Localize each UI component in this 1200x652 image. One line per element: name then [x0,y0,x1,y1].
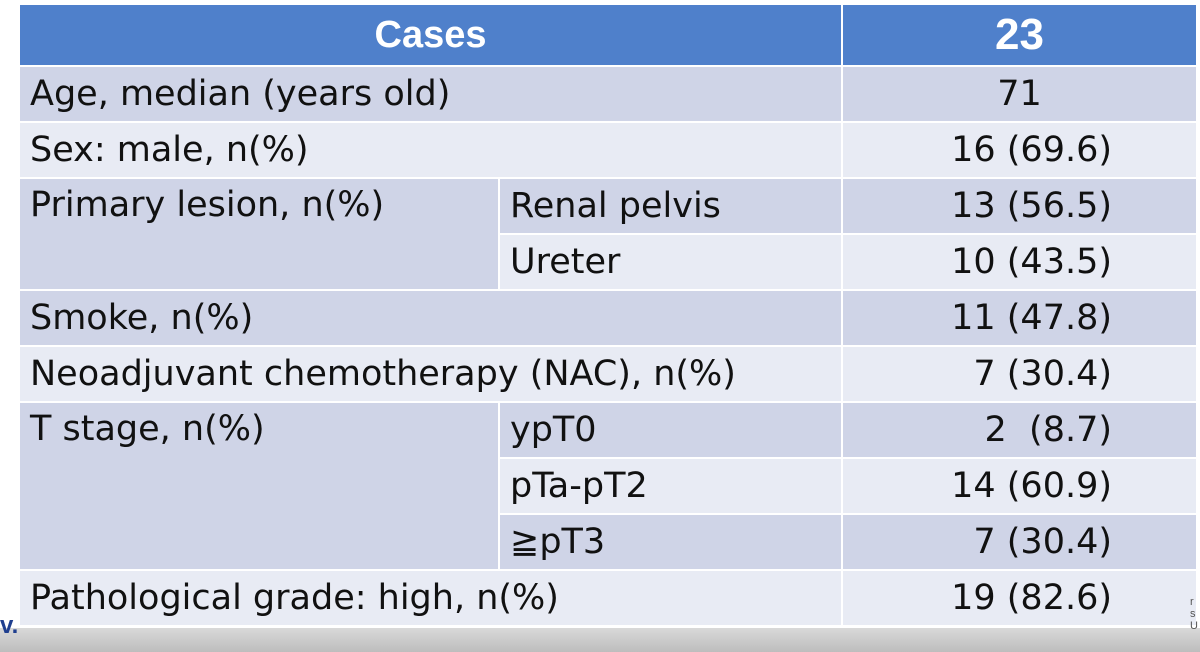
right-edge-fragment: r s U [1190,596,1198,632]
row-value: 71 [841,65,1199,123]
row-sublabel: Ureter [497,233,844,291]
row-sublabel: ≧pT3 [497,513,844,571]
table-row-t-stage-pta-pt2: pTa-pT2 14 (60.9) [19,457,1199,515]
row-sublabel: pTa-pT2 [497,457,844,515]
row-value: 11 (47.8) [841,289,1199,347]
row-label: T stage, n(%) [18,401,500,571]
row-label: Smoke, n(%) [17,289,844,347]
row-value: 7 (30.4) [841,345,1199,403]
table-row-primary-lesion-renal-pelvis: Primary lesion, n(%) Renal pelvis 13 (56… [18,177,1199,291]
header-value-cell: 23 [841,3,1199,67]
row-label: Neoadjuvant chemotherapy (NAC), n(%) [17,345,844,403]
bottom-shadow-bar [0,628,1200,652]
row-label: Sex: male, n(%) [17,121,844,179]
row-value: 7 (30.4) [841,513,1199,571]
row-value: 19 (82.6) [841,569,1199,627]
table-header-row: Cases 23 [17,3,1199,67]
table-row-t-stage-pt3: ≧pT3 7 (30.4) [19,513,1199,571]
row-label: Pathological grade: high, n(%) [17,569,844,627]
row-label: Primary lesion, n(%) [18,177,500,291]
row-value: 13 (56.5) [841,177,1199,235]
left-edge-fragment: v. [0,612,19,639]
row-sublabel: ypT0 [497,401,844,459]
table-row-primary-lesion-ureter: Ureter 10 (43.5) [19,233,1199,291]
table-row-age: Age, median (years old) 71 [17,65,1199,123]
row-value: 10 (43.5) [841,233,1199,291]
table-row-nac: Neoadjuvant chemotherapy (NAC), n(%) 7 (… [17,345,1199,403]
table-row-grade: Pathological grade: high, n(%) 19 (82.6) [17,569,1199,627]
row-value: 2 (8.7) [841,401,1199,459]
row-value: 14 (60.9) [841,457,1199,515]
row-label: Age, median (years old) [17,65,844,123]
patient-characteristics-table: Cases 23 Age, median (years old) 71 Sex:… [17,3,1199,627]
row-value: 16 (69.6) [841,121,1199,179]
header-label-cell: Cases [17,3,844,67]
table-row-smoke: Smoke, n(%) 11 (47.8) [17,289,1199,347]
row-sublabel: Renal pelvis [497,177,844,235]
table-row-sex: Sex: male, n(%) 16 (69.6) [17,121,1199,179]
table-row-t-stage-ypt0: T stage, n(%) ypT0 2 (8.7) [18,401,1199,571]
